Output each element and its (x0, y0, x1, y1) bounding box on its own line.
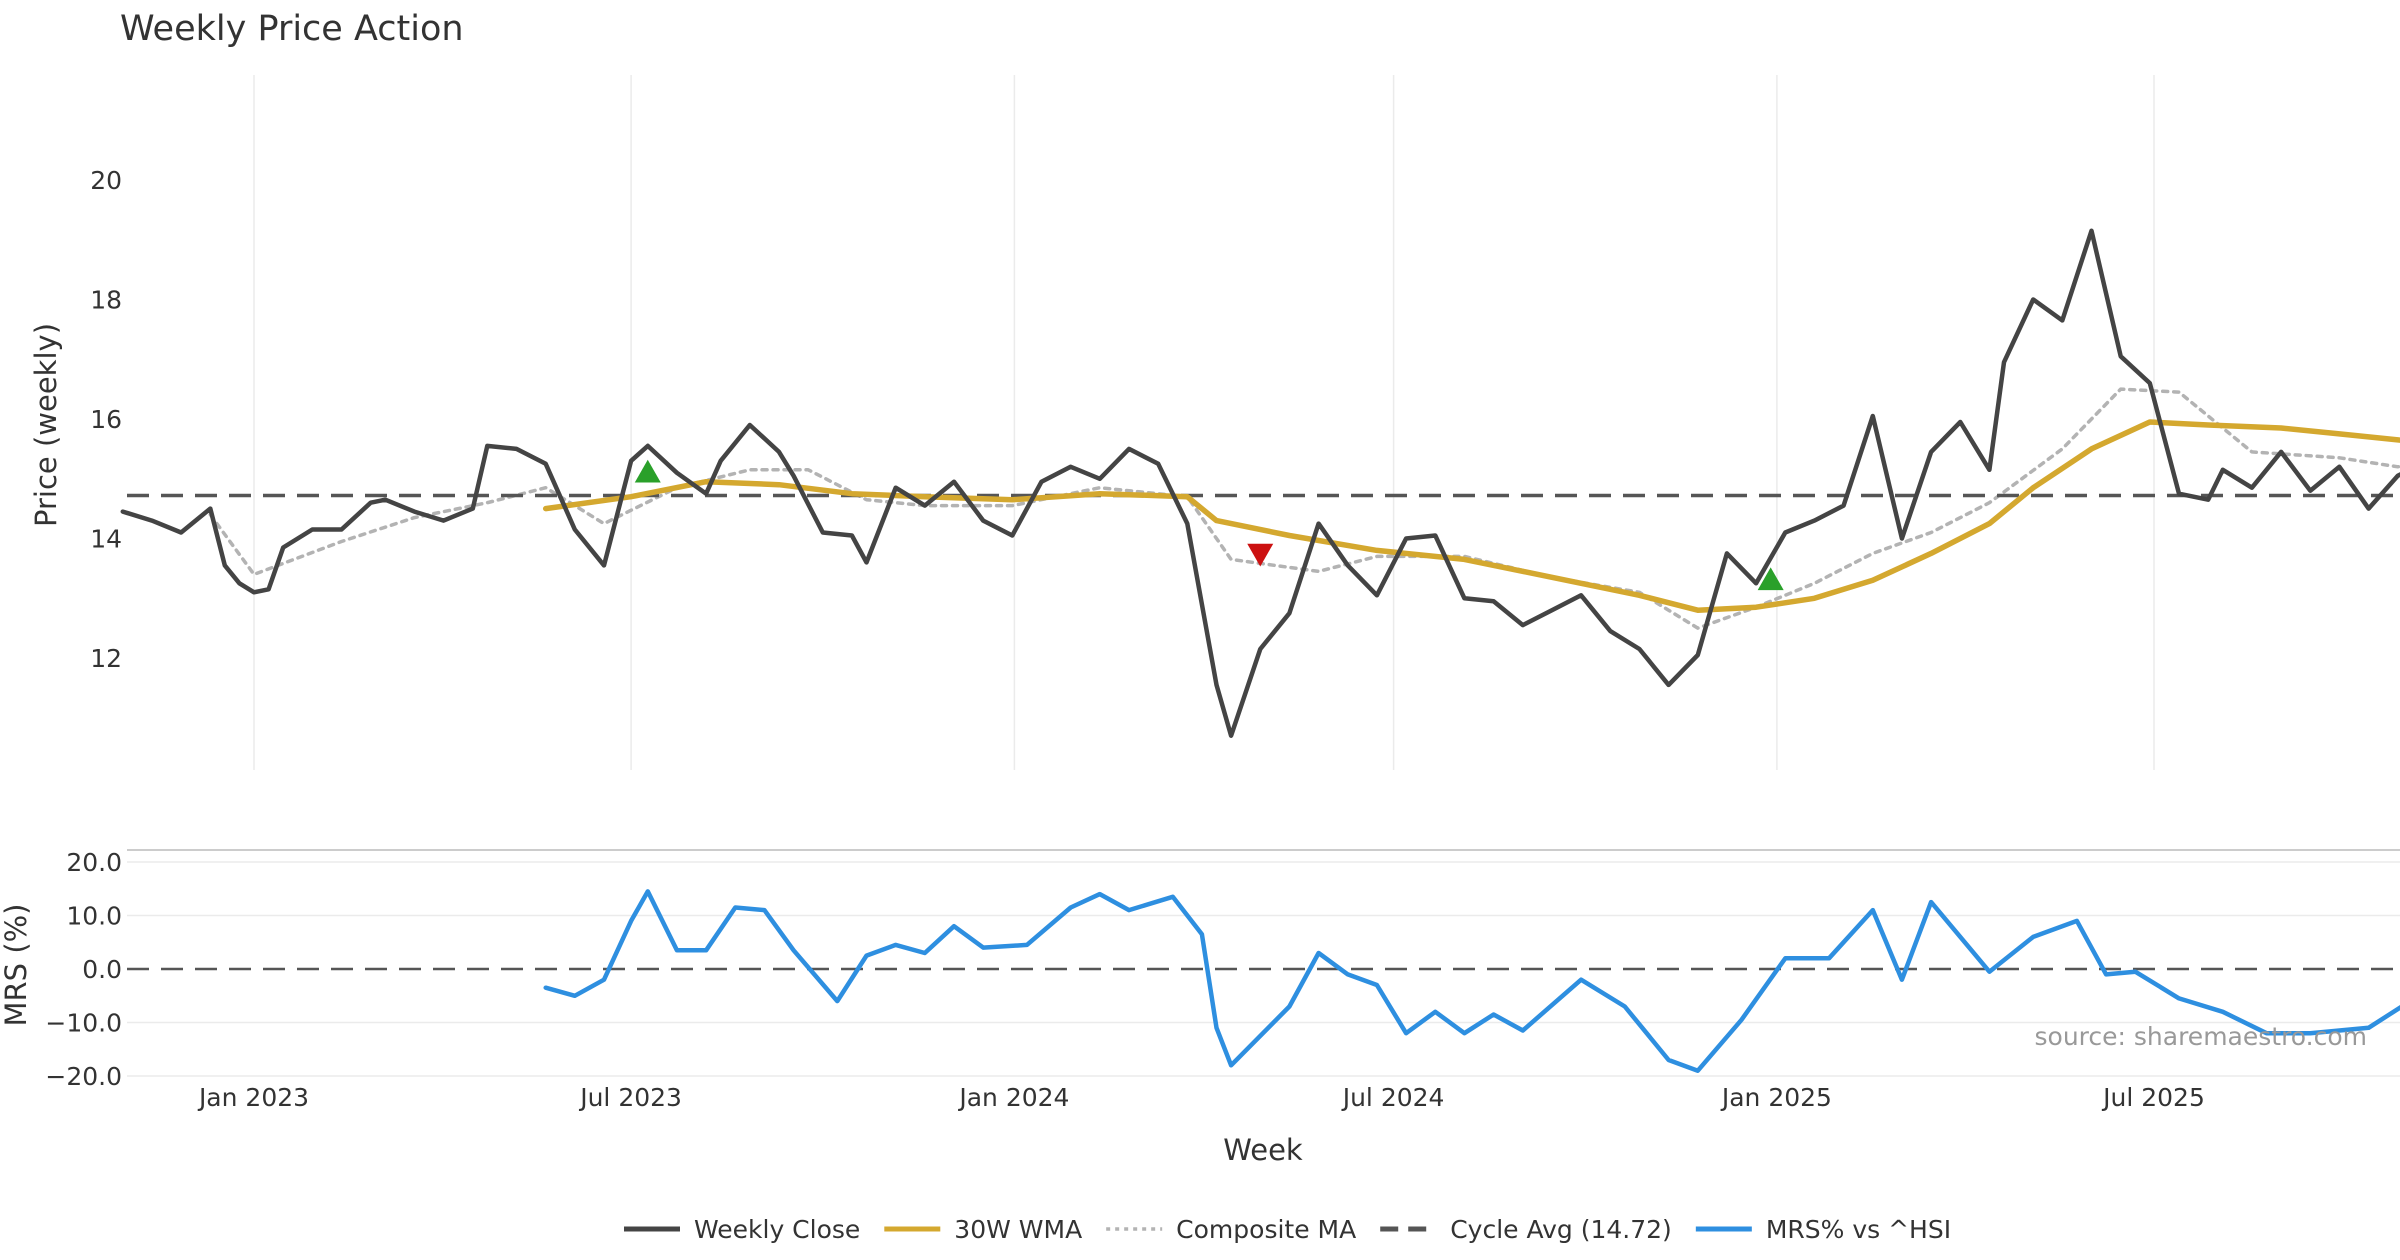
mrs-y-axis-label: MRS (%) (0, 904, 33, 1027)
mrs-panel: 20.0 10.0 0.0 −10.0 −20.0 MRS (%) source: sh… (0, 848, 2400, 1091)
x-tick-2: Jan 2024 (957, 1083, 1069, 1112)
legend-label-0: Weekly Close (694, 1215, 860, 1244)
sell-signal-marker-1 (1247, 543, 1274, 567)
x-tick-1: Jul 2023 (578, 1083, 682, 1112)
price-y-tick-0: 12 (90, 644, 122, 673)
mrs-y-tick-4: −20.0 (45, 1062, 122, 1091)
price-panel: 12 14 16 18 20 Price (weekly) (29, 75, 2400, 770)
mrs-series (127, 889, 2400, 1073)
price-y-ticks: 12 14 16 18 20 (90, 166, 122, 673)
mrs-y-tick-2: 0.0 (82, 955, 122, 984)
price-series (120, 228, 2400, 738)
price-y-axis-label: Price (weekly) (29, 323, 63, 527)
buy-signal-marker-0 (634, 459, 661, 483)
mrs-y-tick-0: 20.0 (66, 848, 122, 877)
source-annotation: source: sharemaestro.com (2035, 1022, 2368, 1051)
price-y-tick-4: 20 (90, 166, 122, 195)
mrs-y-tick-1: 10.0 (66, 902, 122, 931)
mrs-y-ticks: 20.0 10.0 0.0 −10.0 −20.0 (45, 848, 122, 1091)
price-y-tick-2: 16 (90, 405, 122, 434)
series-line-composite-ma (208, 387, 2400, 630)
x-tick-4: Jan 2025 (1720, 1083, 1832, 1112)
legend: Weekly Close 30W WMA Composite MA Cycle Avg… (624, 1215, 1951, 1244)
legend-label-3: Cycle Avg (14.72) (1450, 1215, 1672, 1244)
x-tick-0: Jan 2023 (197, 1083, 309, 1112)
price-y-tick-3: 18 (90, 286, 122, 315)
x-axis-label: Week (1223, 1133, 1303, 1167)
legend-label-4: MRS% vs ^HSI (1766, 1215, 1951, 1244)
x-tick-5: Jul 2025 (2101, 1083, 2205, 1112)
buy-signal-marker-2 (1757, 567, 1784, 591)
signal-markers (634, 459, 1784, 591)
x-tick-3: Jul 2024 (1341, 1083, 1445, 1112)
price-y-tick-1: 14 (90, 525, 122, 554)
series-line-mrs (543, 889, 2400, 1073)
series-line-weekly-close (120, 228, 2400, 738)
x-axis-ticks: Jan 2023 Jul 2023 Jan 2024 Jul 2024 Jan 2025… (197, 1083, 2205, 1112)
mrs-grid (127, 861, 2400, 1077)
legend-label-2: Composite MA (1176, 1215, 1356, 1244)
series-line-30w-wma (542, 419, 2400, 613)
chart-title: Weekly Price Action (120, 9, 464, 49)
legend-label-1: 30W WMA (954, 1215, 1082, 1244)
mrs-y-tick-3: −10.0 (45, 1009, 122, 1038)
